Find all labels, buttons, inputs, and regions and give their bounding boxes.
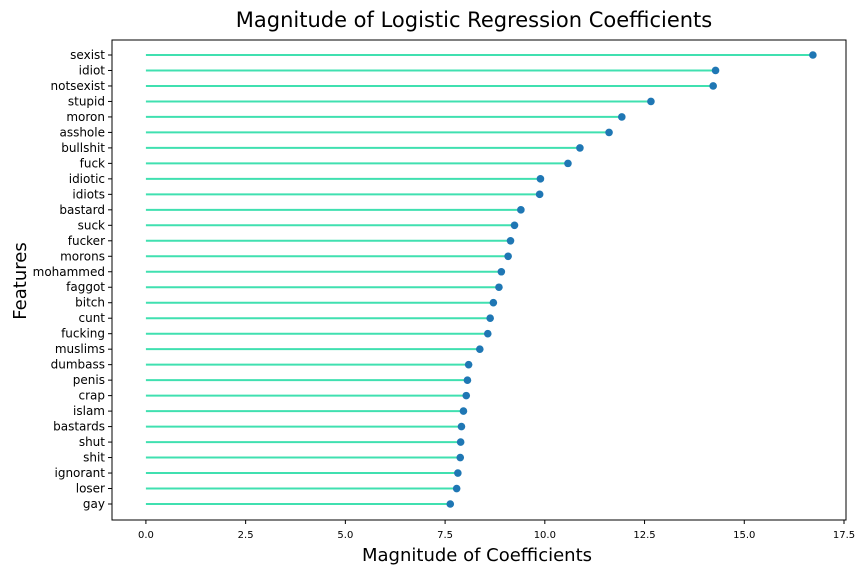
- y-tick-label-suck: suck: [78, 218, 105, 232]
- y-tick-label-cunt: cunt: [78, 311, 105, 325]
- marker-moron: [618, 113, 626, 121]
- y-tick-label-muslims: muslims: [55, 342, 105, 356]
- y-tick-label-mohammed: mohammed: [33, 265, 105, 279]
- y-tick-label-moron: moron: [66, 110, 105, 124]
- marker-shut: [456, 438, 465, 446]
- y-tick-label-idiotic: idiotic: [69, 172, 105, 186]
- marker-loser: [452, 484, 461, 493]
- y-axis-label: Features: [10, 242, 31, 319]
- y-tick-label-loser: loser: [76, 482, 105, 496]
- marker-idiotic: [536, 175, 545, 183]
- y-tick-label-bitch: bitch: [75, 296, 105, 310]
- marker-bastard: [517, 206, 525, 214]
- x-tick-group: 0.0 2.5 5.0 7.5 10.0 12.5 15.0 17.5: [138, 520, 855, 541]
- marker-bastards: [457, 422, 466, 431]
- marker-fucking: [483, 329, 492, 338]
- stem-group: [145, 54, 813, 505]
- x-tick-label: 5.0: [337, 530, 353, 541]
- y-tick-label-bastard: bastard: [59, 203, 105, 217]
- axes-frame: [111, 39, 847, 521]
- y-tick-label-sexist: sexist: [70, 48, 105, 62]
- x-tick-label: 0.0: [138, 530, 154, 541]
- y-tick-label-bullshit: bullshit: [61, 141, 105, 155]
- marker-morons: [504, 252, 512, 261]
- marker-notsexist: [709, 82, 717, 90]
- marker-penis: [463, 376, 472, 384]
- marker-asshole: [605, 128, 613, 137]
- marker-suck: [510, 221, 519, 230]
- y-tick-label-idiot: idiot: [79, 63, 106, 77]
- y-tick-label-dumbass: dumbass: [51, 358, 105, 372]
- y-tick-label-penis: penis: [73, 373, 105, 387]
- x-tick-label: 15.0: [733, 530, 755, 541]
- x-tick-label: 17.5: [833, 530, 855, 541]
- marker-shit: [456, 453, 465, 462]
- y-tick-label-fucking: fucking: [61, 327, 105, 341]
- x-tick-label: 2.5: [238, 530, 254, 541]
- y-tick-label-fuck: fuck: [80, 156, 105, 170]
- marker-idiots: [535, 190, 544, 199]
- x-axis-label: Magnitude of Coefficients: [362, 545, 592, 566]
- marker-cunt: [486, 314, 494, 323]
- marker-fuck: [564, 159, 572, 168]
- marker-islam: [459, 407, 468, 415]
- marker-stupid: [647, 97, 655, 106]
- marker-ignorant: [454, 469, 462, 477]
- x-tick-label: 10.0: [534, 530, 556, 541]
- y-tick-label-shit: shit: [83, 451, 105, 465]
- marker-fucker: [506, 236, 515, 245]
- y-tick-label-stupid: stupid: [68, 94, 105, 108]
- y-tick-label-islam: islam: [73, 404, 105, 418]
- marker-gay: [446, 500, 455, 508]
- marker-sexist: [809, 51, 817, 59]
- y-tick-label-ignorant: ignorant: [55, 466, 106, 480]
- y-tick-label-gay: gay: [83, 497, 105, 511]
- marker-idiot: [711, 66, 720, 75]
- marker-bullshit: [576, 144, 584, 152]
- marker-crap: [462, 391, 471, 400]
- marker-dumbass: [464, 360, 473, 369]
- y-tick-label-morons: morons: [60, 249, 105, 263]
- y-tick-label-shut: shut: [79, 435, 105, 449]
- y-tick-label-notsexist: notsexist: [51, 79, 106, 93]
- y-tick-label-bastards: bastards: [53, 420, 105, 434]
- marker-faggot: [495, 283, 503, 292]
- y-tick-label-idiots: idiots: [72, 187, 105, 201]
- y-tick-label-asshole: asshole: [59, 125, 105, 139]
- y-tick-label-faggot: faggot: [66, 280, 105, 294]
- marker-muslims: [475, 345, 484, 353]
- y-tick-label-fucker: fucker: [68, 234, 105, 248]
- x-tick-label: 7.5: [437, 530, 453, 541]
- marker-mohammed: [497, 267, 506, 276]
- x-tick-label: 12.5: [633, 530, 655, 541]
- marker-bitch: [489, 298, 498, 307]
- chart-title: Magnitude of Logistic Regression Coeffic…: [236, 8, 712, 32]
- marker-group: [446, 51, 817, 508]
- y-tick-label-crap: crap: [78, 389, 105, 403]
